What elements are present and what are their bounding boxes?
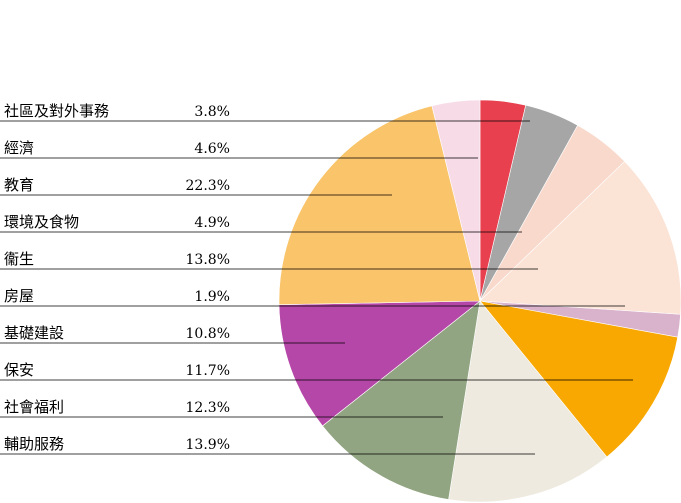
pie-slice-7 [448, 300, 608, 503]
legend-value: 22.3% [186, 178, 230, 194]
legend-label: 經濟 [4, 139, 34, 157]
legend-row: 經濟 4.6% [0, 139, 478, 159]
legend-row: 基礎建設 10.8% [0, 324, 345, 344]
legend-row: 環境及食物 4.9% [0, 213, 522, 233]
legend-value: 1.9% [194, 289, 230, 305]
pie-slice-8 [322, 300, 481, 500]
pie-slice-10 [278, 105, 481, 305]
pie-slice-11 [431, 99, 481, 302]
legend-value: 4.6% [194, 141, 230, 157]
legend-label: 環境及食物 [4, 213, 79, 231]
legend-row: 衞生 13.8% [0, 250, 538, 270]
legend-label: 保安 [4, 361, 34, 379]
pie-slice-9 [278, 300, 481, 427]
legend-row: 社區及對外事務 3.8% [0, 102, 530, 122]
legend-label: 社會福利 [4, 398, 64, 416]
legend-value: 4.9% [194, 215, 230, 231]
pie-slices [278, 99, 681, 503]
legend-label: 教育 [4, 176, 34, 194]
legend-row: 房屋 1.9% [0, 287, 625, 307]
legend-row: 保安 11.7% [0, 361, 633, 381]
legend-value: 13.8% [186, 252, 230, 268]
legend-value: 10.8% [186, 326, 230, 342]
legend-value: 3.8% [194, 104, 230, 120]
legend-label: 衞生 [4, 250, 34, 268]
legend-label: 輔助服務 [4, 435, 64, 453]
legend: 社區及對外事務 3.8% 經濟 4.6% 教育 22.3% 環境及食物 4.9% 衞生 13.8%… [0, 102, 633, 455]
legend-value: 11.7% [186, 363, 230, 379]
legend-label: 社區及對外事務 [4, 102, 109, 120]
legend-label: 基礎建設 [4, 324, 64, 342]
legend-row: 教育 22.3% [0, 176, 392, 196]
legend-row: 社會福利 12.3% [0, 398, 443, 418]
legend-value: 13.9% [186, 437, 230, 453]
legend-label: 房屋 [4, 287, 34, 305]
legend-value: 12.3% [186, 400, 230, 416]
legend-row: 輔助服務 13.9% [0, 435, 535, 455]
pie-slice-6 [479, 300, 679, 458]
